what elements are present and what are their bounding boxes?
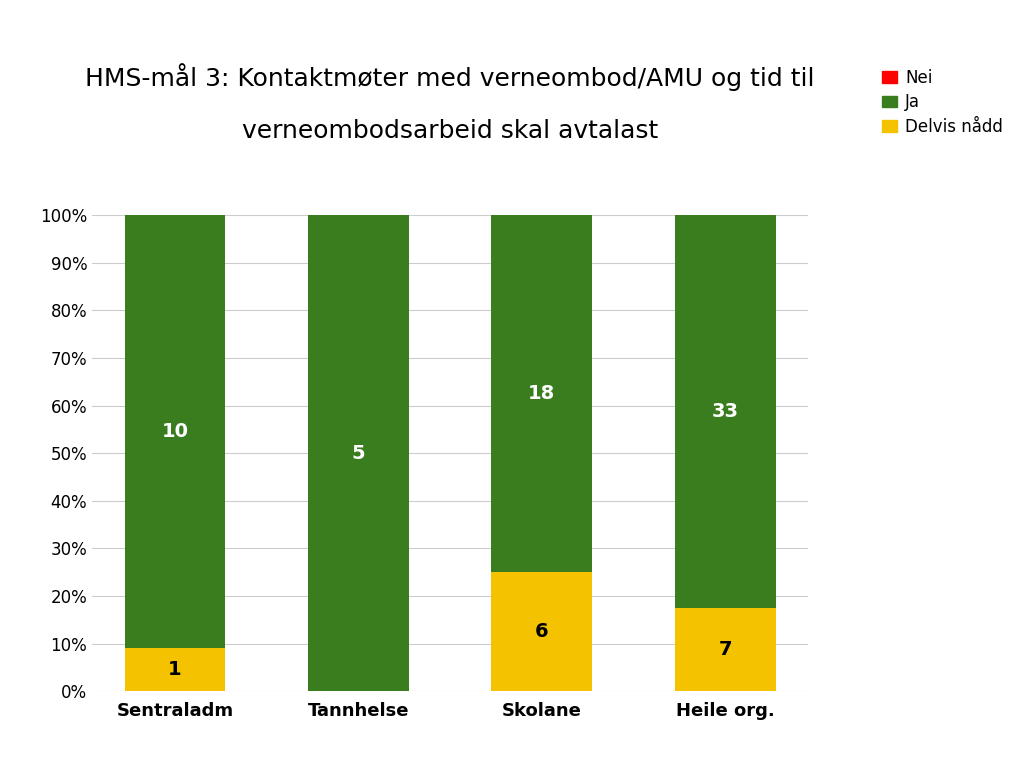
Text: 33: 33	[712, 402, 739, 421]
Text: 10: 10	[162, 422, 188, 441]
Bar	[125, 648, 225, 691]
Text: 5: 5	[352, 444, 365, 462]
Text: 18: 18	[528, 384, 555, 403]
Bar	[675, 608, 775, 691]
Bar	[675, 215, 775, 608]
Bar	[491, 572, 592, 691]
Bar	[308, 215, 409, 691]
Bar	[491, 215, 592, 572]
Text: 6: 6	[535, 622, 548, 641]
Text: 1: 1	[168, 660, 182, 679]
Bar	[125, 215, 225, 648]
Text: 7: 7	[718, 640, 731, 659]
Text: HMS-mål 3: Kontaktmøter med verneombod/AMU og tid til: HMS-mål 3: Kontaktmøter med verneombod/A…	[85, 63, 815, 91]
Text: verneombodsarbeid skal avtalast: verneombodsarbeid skal avtalast	[242, 118, 658, 143]
Legend: Nei, Ja, Delvis nådd: Nei, Ja, Delvis nådd	[875, 62, 1010, 143]
